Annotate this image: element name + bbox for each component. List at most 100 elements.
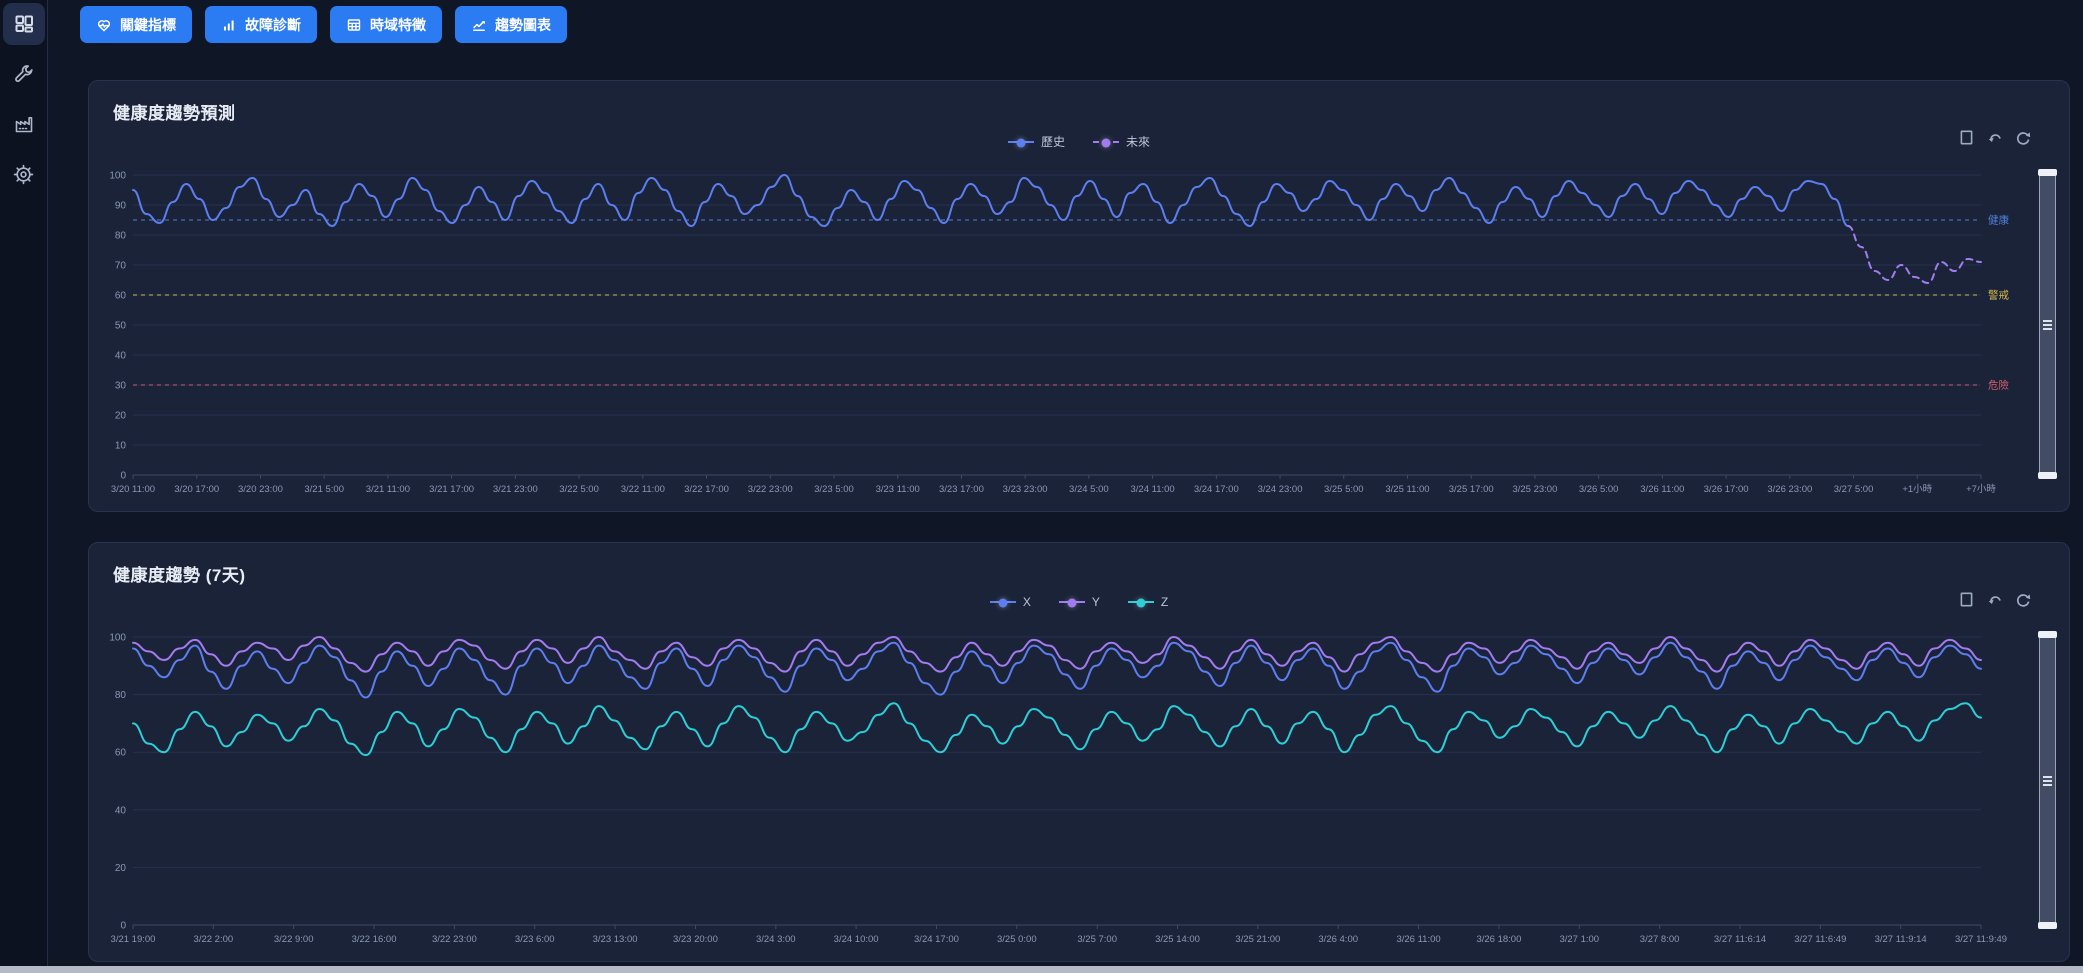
x-axis-label: 3/20 11:00 — [111, 484, 155, 495]
threshold-label: 健康 — [1988, 214, 2010, 227]
y-axis-label: 40 — [115, 805, 127, 816]
sidebar — [0, 0, 48, 973]
button-label: 時域特徵 — [370, 16, 426, 33]
chart-toolbox — [1958, 591, 2031, 608]
sidebar-item-factory[interactable] — [3, 103, 45, 145]
restore-icon[interactable] — [2014, 129, 2031, 146]
button-trend-charts[interactable]: 趨勢圖表 — [455, 6, 567, 43]
zoom-reset-icon[interactable] — [1986, 591, 2003, 608]
x-axis-label: 3/22 11:00 — [621, 484, 665, 495]
x-axis-label: 3/21 17:00 — [429, 484, 474, 495]
legend-item[interactable]: X — [989, 595, 1031, 609]
x-axis-label: 3/25 23:00 — [1512, 484, 1557, 495]
dashboard-grid-icon — [13, 13, 35, 35]
threshold-label: 危險 — [1988, 379, 2010, 392]
y-axis-label: 40 — [115, 351, 127, 362]
horizontal-scrollbar[interactable] — [0, 966, 2083, 973]
datazoom-slider[interactable] — [2038, 169, 2057, 479]
legend-item[interactable]: Y — [1058, 595, 1100, 609]
x-axis-label: 3/27 11:6:14 — [1714, 934, 1766, 945]
datazoom-handle-bottom[interactable] — [2038, 922, 2057, 929]
x-axis-label: 3/24 5:00 — [1069, 484, 1109, 495]
x-axis-label: 3/22 2:00 — [194, 934, 234, 945]
datazoom-handle-bottom[interactable] — [2038, 472, 2057, 479]
legend-dot — [1067, 598, 1077, 608]
legend-dot — [1016, 138, 1026, 147]
y-axis-label: 60 — [115, 748, 127, 759]
x-axis-label: 3/22 9:00 — [274, 934, 314, 945]
table-icon — [346, 17, 362, 33]
button-label: 故障診斷 — [245, 16, 301, 33]
legend-item[interactable]: 歷史 — [1007, 133, 1065, 150]
datazoom-handle-top[interactable] — [2038, 169, 2057, 176]
legend-label: 歷史 — [1040, 135, 1065, 149]
legend-dot — [998, 598, 1008, 608]
legend-dot — [1136, 598, 1146, 608]
x-axis-label: 3/26 11:00 — [1396, 934, 1440, 945]
legend-item[interactable]: Z — [1127, 595, 1169, 609]
y-axis-label: 30 — [115, 381, 127, 392]
x-axis-label: 3/26 23:00 — [1767, 484, 1812, 495]
datazoom-grip[interactable] — [2043, 324, 2052, 326]
threshold-label: 警戒 — [1988, 289, 2010, 302]
x-axis-label: 3/24 10:00 — [834, 934, 879, 945]
x-axis-label: 3/25 11:00 — [1385, 484, 1429, 495]
x-axis-label: 3/23 13:00 — [593, 934, 638, 945]
zoom-box-icon[interactable] — [1958, 129, 1975, 146]
datazoom-handle-top[interactable] — [2038, 631, 2057, 638]
sidebar-item-settings[interactable] — [3, 153, 45, 195]
x-axis-label: 3/25 21:00 — [1235, 934, 1280, 945]
button-time-domain-features[interactable]: 時域特徵 — [330, 6, 442, 43]
legend-line-mark — [1093, 138, 1119, 147]
button-key-metrics[interactable]: 關鍵指標 — [80, 6, 192, 43]
zoom-reset-icon[interactable] — [1986, 129, 2003, 146]
y-axis-label: 0 — [120, 921, 126, 932]
x-axis-label: 3/27 5:00 — [1834, 484, 1874, 495]
restore-icon[interactable] — [2014, 591, 2031, 608]
x-axis-label: 3/27 11:9:49 — [1955, 934, 2007, 945]
button-fault-diagnosis[interactable]: 故障診斷 — [205, 6, 317, 43]
x-axis-label: 3/22 23:00 — [432, 934, 477, 945]
button-label: 關鍵指標 — [120, 16, 176, 33]
legend-line-mark — [989, 598, 1016, 608]
y-axis-label: 50 — [115, 321, 127, 332]
line-chart-icon — [471, 17, 487, 33]
datazoom-slider[interactable] — [2038, 631, 2057, 929]
factory-icon — [13, 114, 34, 135]
legend-line-mark — [1058, 598, 1085, 608]
x-axis-label: 3/27 11:6:49 — [1794, 934, 1846, 945]
y-axis-label: 20 — [115, 863, 127, 874]
x-axis-label: 3/27 1:00 — [1559, 934, 1599, 945]
legend-label: Z — [1160, 595, 1169, 609]
zoom-box-icon[interactable] — [1958, 591, 1975, 608]
x-axis-label: 3/23 5:00 — [814, 484, 854, 495]
x-axis-label: 3/23 6:00 — [515, 934, 555, 945]
chart-toolbox — [1958, 129, 2031, 146]
x-axis-label: 3/24 17:00 — [1194, 484, 1239, 495]
sidebar-item-dashboard[interactable] — [2, 3, 45, 45]
panel-health-forecast: 健康度趨勢預測 歷史 未來 — [88, 80, 2070, 512]
x-axis-label: 3/26 17:00 — [1704, 484, 1749, 495]
x-axis-label: 3/23 11:00 — [876, 484, 920, 495]
x-axis-label: 3/21 19:00 — [111, 934, 156, 945]
heart-pulse-icon — [96, 17, 112, 33]
series-line-Y — [132, 635, 1982, 673]
chart-legend: X Y Z — [97, 595, 2061, 609]
x-axis-label: 3/22 5:00 — [559, 484, 599, 495]
x-axis-label: 3/24 17:00 — [914, 934, 959, 945]
x-axis-label: +1小時 — [1902, 484, 1932, 495]
legend-line-mark — [1007, 138, 1034, 147]
x-axis-label: 3/25 0:00 — [997, 934, 1037, 945]
legend-dot — [1101, 138, 1111, 147]
datazoom-grip[interactable] — [2043, 780, 2052, 782]
x-axis-label: 3/21 5:00 — [304, 484, 344, 495]
panel-health-trend-7d: 健康度趨勢 (7天) X Y Z — [88, 542, 2070, 962]
x-axis-label: 3/25 17:00 — [1449, 484, 1494, 495]
health-forecast-chart[interactable]: 歷史 未來 0 — [97, 129, 2061, 503]
x-axis-label: 3/25 5:00 — [1324, 484, 1364, 495]
legend-item[interactable]: 未來 — [1093, 133, 1150, 150]
sidebar-item-tools[interactable] — [3, 53, 45, 95]
